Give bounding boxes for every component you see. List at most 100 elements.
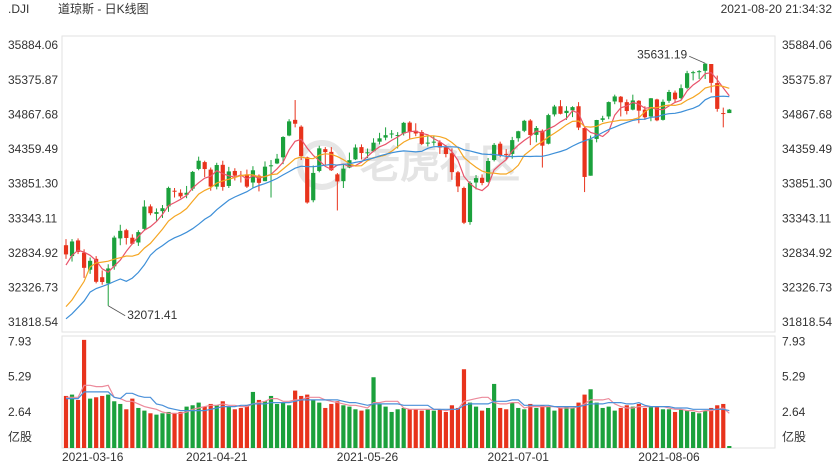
x-tick-label: 2021-04-21 xyxy=(186,450,248,464)
volume-tick-label: 5.29 xyxy=(8,370,32,384)
volume-bar xyxy=(238,407,243,448)
candle-body xyxy=(660,101,666,120)
ma-line xyxy=(65,84,730,308)
candle-body xyxy=(172,190,177,192)
chart-subtitle: 道琼斯 - 日K线图 xyxy=(58,1,149,16)
candle-body xyxy=(81,252,87,268)
candle-body xyxy=(612,96,617,102)
volume-bar xyxy=(100,395,105,448)
candle-body xyxy=(220,164,225,187)
volume-bar xyxy=(678,409,684,448)
volume-bar xyxy=(75,399,81,448)
y-tick-label-right: 34867.68 xyxy=(782,107,832,121)
candle-body xyxy=(528,120,533,136)
volume-bar xyxy=(250,391,256,448)
x-tick-label: 2021-05-26 xyxy=(337,450,399,464)
volume-bar xyxy=(112,401,117,448)
candle-body xyxy=(106,268,111,284)
candle-body xyxy=(461,187,467,223)
candle-body xyxy=(606,102,611,117)
volume-bar xyxy=(473,406,479,448)
candle-body xyxy=(576,106,581,128)
volume-bar xyxy=(365,409,370,448)
candle-body xyxy=(395,135,400,137)
candle-body xyxy=(389,133,394,135)
volume-bar xyxy=(419,410,424,448)
price-panel xyxy=(61,35,776,333)
candle-body xyxy=(498,143,503,156)
volume-bar xyxy=(142,410,147,448)
candle-body xyxy=(214,165,219,187)
candle-body xyxy=(287,121,292,136)
volume-bar xyxy=(666,409,672,448)
volume-bar xyxy=(413,409,418,448)
candle-body xyxy=(299,126,304,156)
volume-bar xyxy=(642,407,647,448)
candle-body xyxy=(552,106,557,115)
volume-bar xyxy=(648,406,654,448)
volume-bar xyxy=(618,407,623,448)
ma-line xyxy=(65,95,730,320)
candle-body xyxy=(353,147,358,160)
candle-body xyxy=(684,73,690,88)
volume-bar xyxy=(377,403,382,448)
candle-body xyxy=(154,212,159,214)
candle-body xyxy=(75,240,81,252)
volume-bar xyxy=(703,410,708,448)
volume-bar xyxy=(528,403,533,448)
candle-body xyxy=(130,237,135,244)
volume-bar xyxy=(516,407,521,448)
volume-bar xyxy=(262,401,268,448)
volume-bar xyxy=(81,339,87,448)
candle-body xyxy=(672,92,678,100)
candle-body xyxy=(419,132,424,144)
volume-bar xyxy=(136,407,141,448)
candle-body xyxy=(69,241,75,257)
candle-body xyxy=(540,130,545,146)
candle-body xyxy=(504,153,509,155)
volume-bar xyxy=(534,407,539,448)
volume-bar xyxy=(341,405,346,448)
x-tick-label: 2021-08-06 xyxy=(638,450,700,464)
candle-body xyxy=(365,152,370,154)
volume-bar xyxy=(244,405,249,448)
volume-bar xyxy=(160,413,165,448)
volume-bar xyxy=(130,398,135,448)
candle-body xyxy=(558,106,563,114)
candle-body xyxy=(293,119,298,124)
candle-body xyxy=(63,245,69,255)
volume-bar xyxy=(443,411,448,448)
volume-bar xyxy=(552,410,557,448)
y-tick-label: 31818.54 xyxy=(8,315,58,329)
symbol: .DJI xyxy=(8,2,29,16)
volume-bar xyxy=(353,409,358,448)
candle-body xyxy=(142,206,147,229)
volume-bar xyxy=(88,398,93,448)
volume-bar xyxy=(323,407,328,448)
candle-body xyxy=(305,157,310,203)
volume-bar xyxy=(317,402,322,448)
candle-body xyxy=(323,149,328,153)
candle-body xyxy=(377,138,382,142)
volume-bar xyxy=(437,409,442,448)
volume-bar xyxy=(335,401,340,448)
volume-bar xyxy=(280,402,286,448)
volume-tick-label: 7.93 xyxy=(8,334,32,348)
candle-body xyxy=(311,172,316,201)
candle-body xyxy=(124,230,129,238)
candle-body xyxy=(148,206,153,214)
candle-body xyxy=(618,96,623,103)
candle-body xyxy=(401,122,406,134)
volume-bar xyxy=(630,406,635,448)
volume-bar xyxy=(564,406,569,448)
candle-body xyxy=(190,171,195,189)
candle-body xyxy=(467,182,473,223)
candle-body xyxy=(437,142,442,148)
y-tick-label-right: 31818.54 xyxy=(782,315,832,329)
volume-tick-label-right: 5.29 xyxy=(782,370,806,384)
volume-panel xyxy=(61,335,776,449)
candle-body xyxy=(178,192,183,197)
timestamp: 2021-08-20 21:34:32 xyxy=(721,2,833,16)
candle-body xyxy=(359,147,364,154)
